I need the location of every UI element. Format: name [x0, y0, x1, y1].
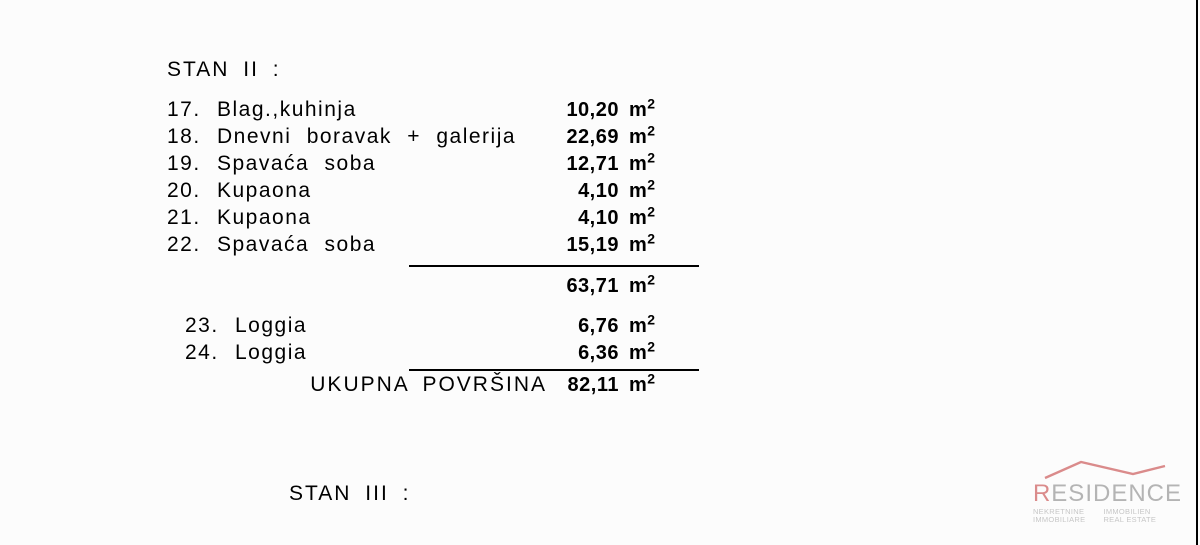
row-name: Kupaona	[217, 177, 547, 204]
row-name: Loggia	[235, 312, 547, 339]
subtotal-rule	[409, 265, 699, 267]
row-value: 6,36	[547, 340, 619, 366]
row-number: 20.	[167, 177, 217, 204]
table-row: 22. Spavaća soba 15,19 m2	[167, 231, 1200, 258]
row-name: Kupaona	[217, 204, 547, 231]
logo-r: R	[1033, 480, 1051, 507]
row-value: 22,69	[547, 124, 619, 150]
table-row: 19. Spavaća soba 12,71 m2	[167, 150, 1200, 177]
roof-icon	[1033, 458, 1168, 482]
row-unit: m2	[619, 178, 659, 204]
table-row: 20. Kupaona 4,10 m2	[167, 177, 1200, 204]
room-list-2: 23. Loggia 6,76 m2 24. Loggia 6,36 m2	[167, 312, 1200, 366]
document-content: STAN II : 17. Blag.,kuhinja 10,20 m2 18.…	[0, 0, 1200, 506]
logo-brand: RESIDENCE	[1033, 480, 1182, 508]
row-name: Spavaća soba	[217, 231, 547, 258]
logo-sub-line: REAL ESTATE	[1103, 516, 1156, 525]
table-row: 21. Kupaona 4,10 m2	[167, 204, 1200, 231]
row-unit: m2	[619, 232, 659, 258]
row-value: 4,10	[547, 178, 619, 204]
row-value: 15,19	[547, 232, 619, 258]
row-unit: m2	[619, 340, 659, 366]
table-row: 23. Loggia 6,76 m2	[167, 312, 1200, 339]
row-number: 17.	[167, 96, 217, 123]
subtotal-unit: m2	[619, 275, 659, 298]
row-unit: m2	[619, 124, 659, 150]
row-value: 4,10	[547, 205, 619, 231]
logo-subtitle: NEKRETNINE IMMOBILIARE IMMOBILIEN REAL E…	[1033, 508, 1182, 525]
logo-sub-line: IMMOBILIARE	[1033, 516, 1085, 525]
total-value: 82,11	[547, 374, 619, 397]
row-value: 10,20	[547, 97, 619, 123]
logo-rest: ESIDENCE	[1051, 480, 1182, 507]
room-list-1: 17. Blag.,kuhinja 10,20 m2 18. Dnevni bo…	[167, 96, 1200, 258]
row-number: 21.	[167, 204, 217, 231]
residence-logo: RESIDENCE NEKRETNINE IMMOBILIARE IMMOBIL…	[1033, 458, 1182, 525]
row-number: 18.	[167, 123, 217, 150]
row-name: Dnevni boravak + galerija	[217, 123, 547, 150]
subtotal-value: 63,71	[547, 275, 619, 298]
table-row: 24. Loggia 6,36 m2	[167, 339, 1200, 366]
row-number: 19.	[167, 150, 217, 177]
row-number: 24.	[167, 339, 235, 366]
subtotal-row: 63,71 m2	[167, 275, 1200, 304]
logo-sub-col1: NEKRETNINE IMMOBILIARE	[1033, 508, 1085, 525]
row-unit: m2	[619, 313, 659, 339]
table-row: 17. Blag.,kuhinja 10,20 m2	[167, 96, 1200, 123]
row-unit: m2	[619, 151, 659, 177]
total-row: UKUPNA POVRŠINA 82,11 m2	[167, 373, 1200, 402]
total-unit: m2	[619, 374, 659, 397]
logo-sub-col2: IMMOBILIEN REAL ESTATE	[1103, 508, 1156, 525]
table-row: 18. Dnevni boravak + galerija 22,69 m2	[167, 123, 1200, 150]
total-label: UKUPNA POVRŠINA	[167, 373, 547, 397]
row-name: Spavaća soba	[217, 150, 547, 177]
row-value: 6,76	[547, 313, 619, 339]
row-name: Blag.,kuhinja	[217, 96, 547, 123]
row-value: 12,71	[547, 151, 619, 177]
row-unit: m2	[619, 97, 659, 123]
row-name: Loggia	[235, 339, 547, 366]
row-number: 22.	[167, 231, 217, 258]
page-right-border	[1196, 0, 1198, 545]
row-unit: m2	[619, 205, 659, 231]
row-number: 23.	[167, 312, 235, 339]
section-title-stan-ii: STAN II :	[167, 58, 1200, 82]
